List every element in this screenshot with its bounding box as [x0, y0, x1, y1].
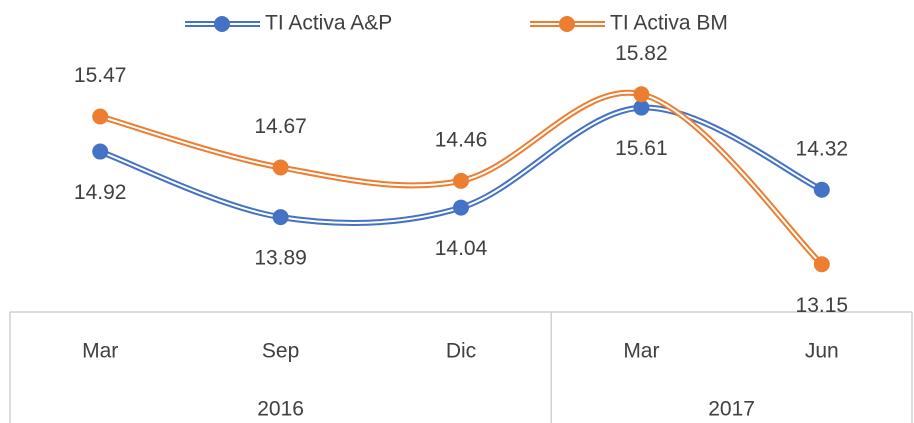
marker	[92, 108, 109, 125]
x-tick-label: Sep	[262, 340, 299, 363]
group-label: 2016	[257, 398, 304, 421]
data-label: 15.61	[615, 137, 668, 160]
data-label: 14.67	[254, 115, 307, 138]
data-label: 13.89	[254, 247, 307, 270]
x-tick-label: Mar	[82, 340, 118, 363]
data-label: 15.82	[615, 42, 668, 65]
marker	[272, 159, 289, 176]
data-label: 14.04	[435, 237, 488, 260]
marker	[813, 181, 830, 198]
x-tick-label: Dic	[446, 340, 476, 363]
legend-marker	[559, 16, 575, 32]
marker	[92, 143, 109, 160]
marker	[453, 172, 469, 189]
data-label: 13.15	[796, 294, 849, 317]
marker	[272, 209, 289, 226]
legend-marker	[214, 16, 230, 32]
marker	[633, 86, 650, 103]
data-label: 14.46	[435, 128, 488, 151]
marker	[453, 199, 469, 216]
series-line-inner	[99, 91, 823, 265]
data-label: 15.47	[74, 64, 127, 87]
marker	[633, 99, 650, 116]
x-tick-label: Mar	[623, 340, 659, 363]
data-label: 14.92	[74, 181, 127, 204]
group-label: 2017	[708, 398, 755, 421]
legend-label: TI Activa BM	[610, 12, 728, 35]
legend-label: TI Activa A&P	[265, 12, 392, 35]
marker	[813, 256, 830, 273]
x-tick-label: Jun	[805, 340, 839, 363]
data-label: 14.32	[796, 137, 849, 160]
